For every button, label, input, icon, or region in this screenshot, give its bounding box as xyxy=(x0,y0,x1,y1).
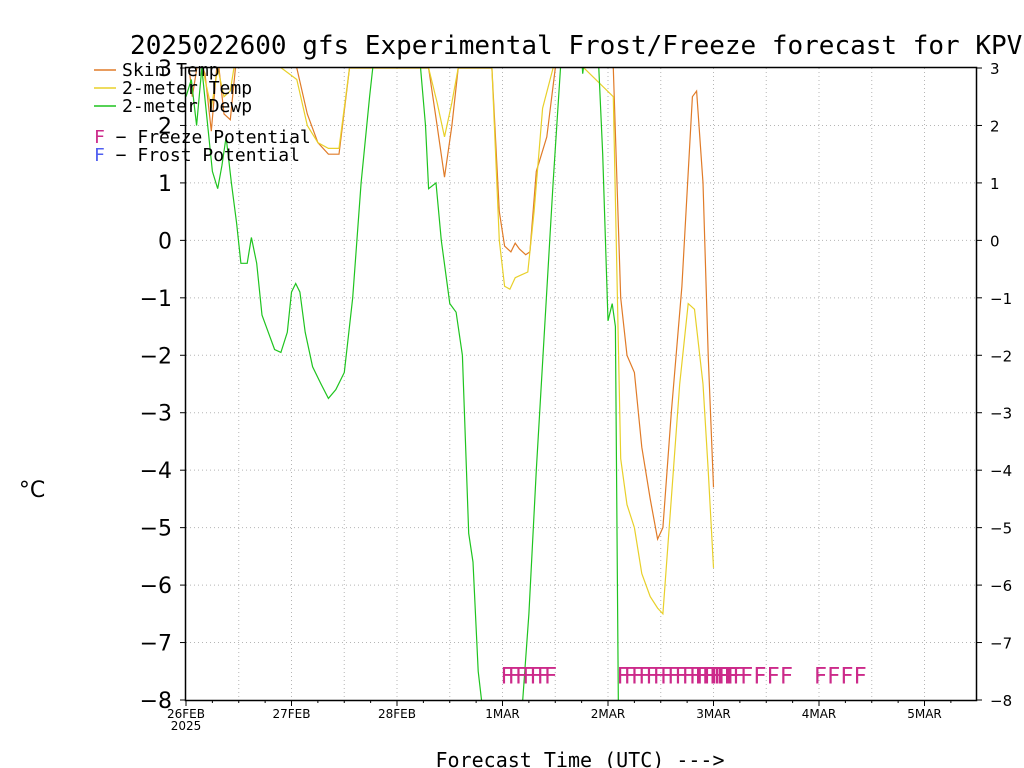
freeze-flag-annotation: FFFFFFFFFFFFFFFFF xyxy=(616,664,744,689)
y-tick-label: −6 xyxy=(140,574,172,599)
y-axis-label: °C xyxy=(19,478,45,503)
legend-entry: Skin Temp xyxy=(122,60,220,81)
legend-flag-entry: F − Freeze Potential xyxy=(94,127,311,148)
x-axis-label: Forecast Time (UTC) ---> xyxy=(436,748,725,768)
y-axis-right: 3 2 1 0 −1 −2 −3 −4 −5 −6 −7 −8 xyxy=(976,60,1012,710)
y-tick-label-right: −2 xyxy=(990,347,1012,365)
y-tick-label: −1 xyxy=(140,287,172,312)
series-line-skin-temp xyxy=(188,68,715,542)
y-tick-label-right: −6 xyxy=(990,577,1012,595)
x-tick-sublabel: 2025 xyxy=(171,719,202,733)
series-line-2-meter-dewp xyxy=(186,68,619,700)
y-tick-label: −2 xyxy=(140,344,172,369)
y-tick-label-right: 2 xyxy=(990,117,1000,135)
grid-lines xyxy=(186,68,976,700)
y-tick-label-right: −1 xyxy=(990,290,1012,308)
x-tick-label: 26FEB xyxy=(167,707,205,721)
y-tick-label-right: −3 xyxy=(990,405,1012,423)
series-layer xyxy=(186,68,715,700)
freeze-flag-annotation: FFFF xyxy=(814,664,867,689)
y-tick-label: 2 xyxy=(158,114,172,139)
y-tick-label: −8 xyxy=(140,689,172,714)
series-line-2-meter-temp xyxy=(202,68,715,616)
legend-flag-entry: F − Frost Potential xyxy=(94,145,300,166)
x-tick-label: 1MAR xyxy=(485,707,520,721)
y-tick-label: −5 xyxy=(140,517,172,542)
y-tick-label: −4 xyxy=(140,459,172,484)
legend-entry: 2-meter Dewp xyxy=(122,96,252,117)
x-tick-label: 28FEB xyxy=(378,707,416,721)
freeze-flag-annotation: FFFFFFF xyxy=(500,664,555,689)
x-tick-label: 5MAR xyxy=(907,707,942,721)
y-tick-label-right: 0 xyxy=(990,232,1000,250)
x-tick-label: 27FEB xyxy=(273,707,311,721)
y-axis-left: 3 2 1 0 −1 −2 −3 −4 −5 −6 −7 −8 xyxy=(140,57,186,714)
legend-flag-label: − Freeze Potential xyxy=(105,127,311,148)
y-tick-label: −7 xyxy=(140,632,172,657)
plot-frame xyxy=(184,66,978,702)
legend-flag-label: − Frost Potential xyxy=(105,145,300,166)
y-tick-label-right: −8 xyxy=(990,692,1012,710)
y-tick-label-right: 1 xyxy=(990,175,1000,193)
legend-flag-letter: F xyxy=(94,127,105,148)
x-tick-label: 2MAR xyxy=(591,707,626,721)
freeze-flag-annotation: FFFFFF xyxy=(714,664,793,689)
chart-title: 2025022600 gfs Experimental Frost/Freeze… xyxy=(130,31,1024,61)
y-tick-label: 0 xyxy=(158,229,172,254)
y-tick-label-right: −4 xyxy=(990,462,1012,480)
y-tick-label: −3 xyxy=(140,402,172,427)
y-tick-label: 1 xyxy=(158,172,172,197)
y-tick-label: 3 xyxy=(158,57,172,82)
legend-flag-letter: F xyxy=(94,145,105,166)
legend-entry: 2-meter Temp xyxy=(122,78,252,99)
y-tick-label-right: −5 xyxy=(990,520,1012,538)
y-tick-label-right: 3 xyxy=(990,60,1000,78)
x-tick-label: 3MAR xyxy=(696,707,731,721)
x-tick-label: 4MAR xyxy=(802,707,837,721)
y-tick-label-right: −7 xyxy=(990,635,1012,653)
